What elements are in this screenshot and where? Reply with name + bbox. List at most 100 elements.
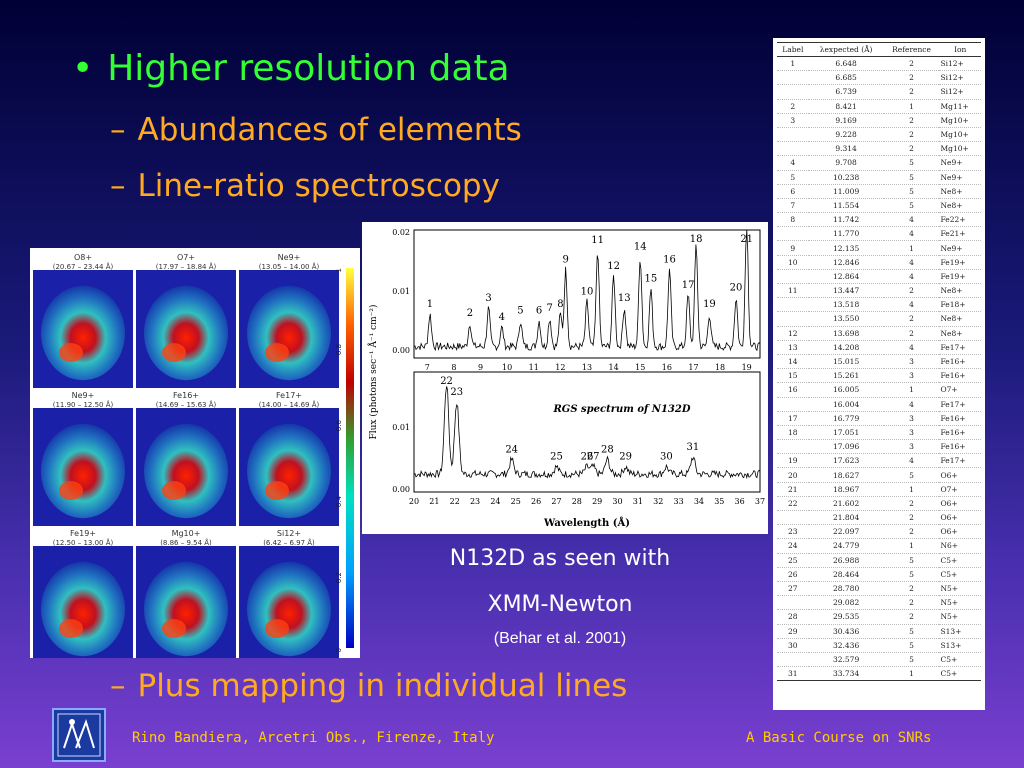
table-cell: 6.739 bbox=[808, 84, 884, 100]
top-xtick: 9 bbox=[478, 363, 483, 372]
table-cell: 16.779 bbox=[808, 411, 884, 426]
line-label: 12 bbox=[607, 261, 620, 272]
table-cell bbox=[777, 297, 809, 313]
table-row: 11.770 4 Fe21+ bbox=[777, 226, 981, 242]
table-cell: 2 bbox=[883, 70, 940, 86]
table-cell: 5 bbox=[883, 184, 940, 199]
table-cell: 30 bbox=[777, 638, 809, 653]
table-cell: Fe19+ bbox=[939, 255, 981, 270]
bottom-xtick: 34 bbox=[694, 497, 704, 506]
table-row: 13.550 2 Ne8+ bbox=[777, 311, 981, 327]
bottom-xtick: 20 bbox=[409, 497, 419, 506]
table-row: 6.739 2 Si12+ bbox=[777, 84, 981, 100]
line-label: 4 bbox=[499, 312, 505, 323]
table-cell: 17 bbox=[777, 411, 809, 426]
table-row: 6 11.009 5 Ne8+ bbox=[777, 184, 981, 199]
table-cell: 17.623 bbox=[808, 453, 884, 469]
footer-course: A Basic Course on SNRs bbox=[746, 730, 932, 746]
table-cell: 1 bbox=[883, 538, 940, 554]
sub-bullet-abundances: – Abundances of elements bbox=[110, 112, 522, 148]
bright-knot bbox=[265, 619, 289, 639]
line-table: Label λexpected (Å) Reference Ion 1 6.648 2 Si… bbox=[777, 42, 981, 682]
top-plot-frame bbox=[413, 229, 761, 359]
table-cell bbox=[777, 226, 809, 242]
bottom-plot-frame bbox=[413, 371, 761, 493]
table-cell: 2 bbox=[883, 524, 940, 540]
sub1-text: Abundances of elements bbox=[137, 112, 522, 148]
map-range-label: (17.97 – 18.84 Å) bbox=[156, 262, 217, 271]
top-xtick: 17 bbox=[688, 363, 698, 372]
top-xtick: 8 bbox=[451, 363, 456, 372]
table-cell: 13.447 bbox=[808, 283, 884, 299]
table-cell: 11.009 bbox=[808, 184, 884, 199]
bottom-xtick: 32 bbox=[653, 497, 663, 506]
top-xtick: 12 bbox=[555, 363, 565, 372]
table-cell: 29.082 bbox=[808, 595, 884, 611]
table-cell: 4 bbox=[883, 212, 940, 228]
table-row: 15 15.261 3 Fe16+ bbox=[777, 368, 981, 384]
line-label: 23 bbox=[450, 387, 463, 398]
rgs-spectrum-figure: Flux (photons sec⁻¹ Å⁻¹ cm⁻²) 0.02 0.01 0.0… bbox=[362, 222, 768, 534]
table-row: 12 13.698 2 Ne8+ bbox=[777, 326, 981, 341]
map-range-label: (12.50 – 13.00 Å) bbox=[53, 538, 114, 547]
table-cell: 11.742 bbox=[808, 212, 884, 228]
table-cell: Fe17+ bbox=[939, 397, 981, 412]
colorbar bbox=[346, 268, 354, 648]
bottom-xtick: 35 bbox=[714, 497, 724, 506]
table-cell: 4 bbox=[883, 297, 940, 313]
table-header: Ion bbox=[939, 42, 981, 57]
table-cell: 2 bbox=[883, 113, 940, 128]
top-xtick: 15 bbox=[635, 363, 645, 372]
table-cell: 21.602 bbox=[808, 496, 884, 512]
table-cell: 29 bbox=[777, 624, 809, 639]
bottom-xtick: 36 bbox=[735, 497, 745, 506]
table-row: 31 33.734 1 C5+ bbox=[777, 666, 981, 682]
table-cell: 5 bbox=[883, 624, 940, 639]
map-range-label: (6.42 – 6.97 Å) bbox=[263, 538, 315, 547]
table-cell: 14.208 bbox=[808, 340, 884, 355]
line-label: 26 bbox=[581, 452, 594, 463]
map-ion-label: Mg10+ bbox=[172, 529, 201, 538]
map-ion-label: Ne9+ bbox=[278, 253, 301, 262]
table-cell: N6+ bbox=[939, 538, 981, 554]
table-cell: Fe18+ bbox=[939, 297, 981, 313]
table-row: 9.314 2 Mg10+ bbox=[777, 141, 981, 157]
table-cell: Ne8+ bbox=[939, 326, 981, 341]
table-cell: 2 bbox=[883, 283, 940, 299]
table-cell: Fe21+ bbox=[939, 226, 981, 242]
line-label: 22 bbox=[440, 376, 453, 387]
table-row: 18 17.051 3 Fe16+ bbox=[777, 425, 981, 441]
table-cell: O6+ bbox=[939, 467, 981, 483]
table-cell: 21.804 bbox=[808, 510, 884, 526]
table-cell: O6+ bbox=[939, 510, 981, 526]
sub-bullet-line-ratio: – Line-ratio spectroscopy bbox=[110, 168, 500, 204]
table-cell bbox=[777, 70, 809, 86]
line-table-panel: Label λexpected (Å) Reference Ion 1 6.648 2 Si… bbox=[773, 38, 985, 710]
sub-bullet-mapping: – Plus mapping in individual lines bbox=[110, 668, 627, 704]
table-cell: 2 bbox=[883, 56, 940, 72]
table-cell: Si12+ bbox=[939, 70, 981, 86]
table-cell: 9.169 bbox=[808, 113, 884, 128]
line-label: 11 bbox=[591, 235, 604, 246]
line-label: 13 bbox=[618, 293, 631, 304]
table-cell: 1 bbox=[883, 240, 940, 256]
x-axis-label: Wavelength (Å) bbox=[543, 517, 630, 529]
map-range-label: (8.86 – 9.54 Å) bbox=[160, 538, 212, 547]
table-cell: S13+ bbox=[939, 624, 981, 639]
table-cell bbox=[777, 439, 809, 455]
map-range-label: (13.05 – 14.00 Å) bbox=[259, 262, 320, 271]
line-label: 6 bbox=[536, 306, 542, 317]
table-row: 14 15.015 3 Fe16+ bbox=[777, 354, 981, 370]
table-cell: 5 bbox=[883, 155, 940, 171]
table-cell: 12.846 bbox=[808, 255, 884, 270]
table-cell: 2 bbox=[883, 609, 940, 625]
table-cell: N5+ bbox=[939, 581, 981, 597]
table-cell: 7 bbox=[777, 198, 809, 214]
table-cell: 4 bbox=[883, 255, 940, 270]
footer-author: Rino Bandiera, Arcetri Obs., Firenze, It… bbox=[132, 730, 495, 746]
line-label: 1 bbox=[427, 299, 433, 310]
table-cell: 5 bbox=[883, 553, 940, 568]
table-cell: 3 bbox=[777, 113, 809, 128]
table-cell: 6 bbox=[777, 184, 809, 199]
table-row: 21 18.967 1 O7+ bbox=[777, 482, 981, 497]
